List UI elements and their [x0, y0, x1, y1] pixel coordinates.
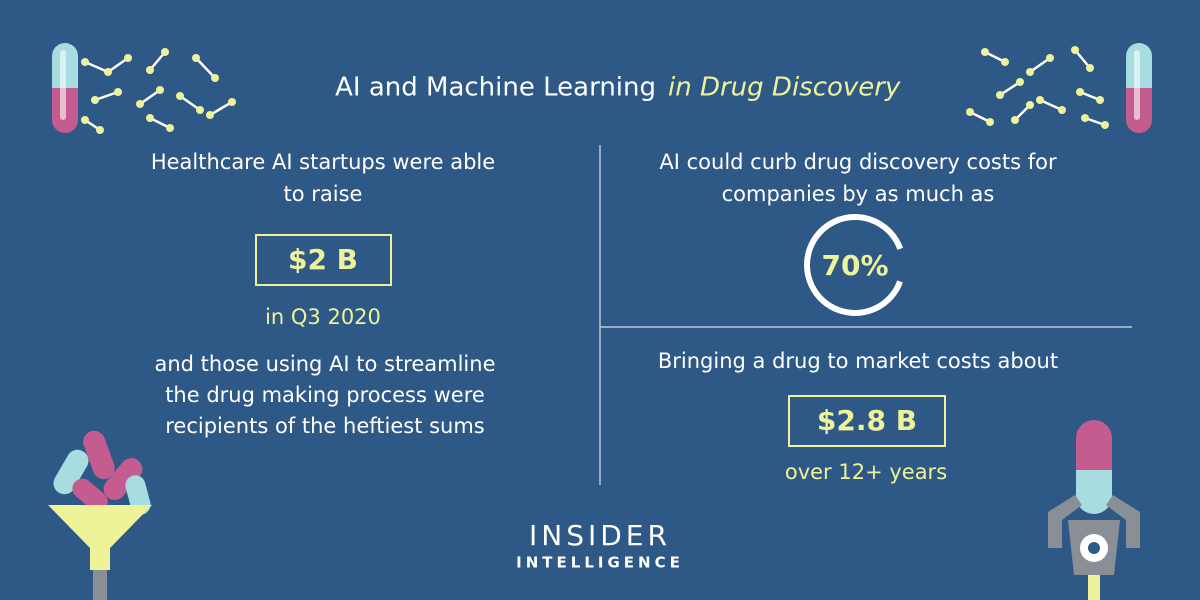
molecules-left	[81, 48, 236, 134]
title-highlight: in Drug Discovery	[668, 73, 901, 103]
ring	[804, 214, 906, 316]
left-intro: to raise	[284, 182, 363, 206]
title: AI and Machine Learning	[335, 73, 656, 103]
right-top-intro: AI could curb drug discovery costs for	[659, 150, 1057, 174]
figure-box	[788, 395, 946, 447]
logo-line2: INTELLIGENCE	[516, 554, 684, 572]
left-outro: and those using AI to streamline	[155, 352, 496, 376]
left-figure: $2 B	[288, 243, 358, 276]
right-bottom-intro: Bringing a drug to market costs about	[658, 349, 1058, 373]
right-top-intro: companies by as much as	[722, 182, 995, 206]
right-bottom-figure: $2.8 B	[817, 404, 917, 437]
capsule-right	[1126, 43, 1152, 133]
molecules-right	[966, 46, 1109, 129]
left-outro: recipients of the heftiest sums	[165, 414, 485, 438]
funnel-illustration	[48, 430, 152, 600]
capsule-left	[52, 43, 78, 133]
logo-line1: INSIDER	[529, 519, 671, 552]
left-outro: the drug making process were	[165, 383, 485, 407]
right-top-figure: 70%	[821, 249, 888, 282]
left-intro: Healthcare AI startups were able	[151, 150, 495, 174]
robot-illustration	[1048, 420, 1140, 600]
right-bottom-period: over 12+ years	[785, 460, 947, 484]
left-period: in Q3 2020	[265, 305, 381, 329]
figure-box	[255, 234, 392, 286]
